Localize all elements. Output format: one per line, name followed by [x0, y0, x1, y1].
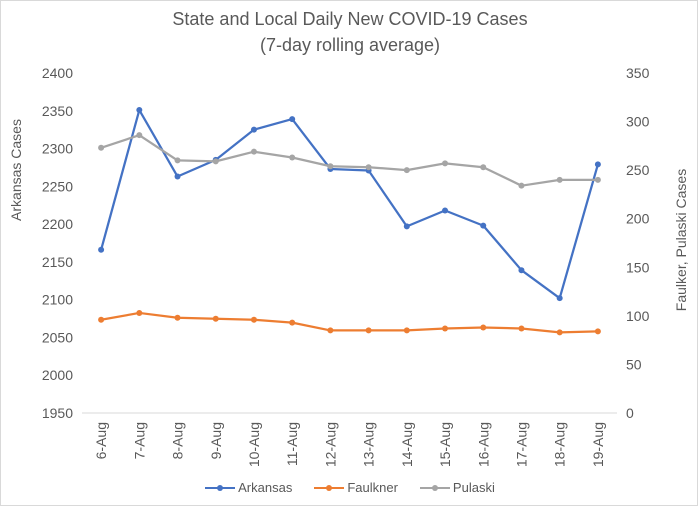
arkansas-point [98, 246, 105, 253]
pulaski-point [250, 148, 257, 155]
faulkner-point [250, 316, 257, 323]
y-tick-label: 2000 [42, 367, 73, 383]
faulkner-point [98, 316, 105, 323]
pulaski-point [594, 176, 601, 183]
legend-item-pulaski: Pulaski [419, 480, 495, 495]
faulkner-point [174, 314, 181, 321]
faulkner-point [480, 324, 487, 331]
x-tick-label: 6-Aug [93, 422, 109, 459]
chart-axes: 1950200020502100215022002250230023502400… [42, 65, 650, 467]
arkansas-point [250, 126, 257, 133]
chart-legend: Arkansas Faulkner Pulaski [0, 480, 700, 495]
x-tick-label: 15-Aug [437, 422, 453, 467]
y-axis-title: Arkansas Cases [8, 119, 24, 221]
y-tick-label: 2100 [42, 292, 73, 308]
legend-label: Faulkner [347, 480, 398, 495]
y2-axis-title: Faulker, Pulaski Cases [673, 169, 689, 311]
legend-item-faulkner: Faulkner [314, 480, 398, 495]
y2-tick-label: 250 [626, 162, 650, 178]
x-tick-label: 7-Aug [131, 422, 147, 459]
x-tick-label: 10-Aug [246, 422, 262, 467]
pulaski-point [480, 164, 487, 171]
arkansas-line [100, 108, 599, 300]
chart-title: State and Local Daily New COVID-19 Cases [172, 9, 528, 29]
y2-tick-label: 350 [626, 65, 650, 81]
pulaski-point [212, 158, 219, 165]
y-tick-label: 2200 [42, 216, 73, 232]
y2-tick-label: 0 [626, 405, 634, 421]
chart-subtitle: (7-day rolling average) [259, 35, 441, 55]
legend-swatch-icon [314, 483, 345, 493]
y2-tick-label: 50 [626, 356, 642, 372]
faulkner-line [100, 311, 598, 334]
y-tick-label: 1950 [42, 405, 73, 421]
faulkner-point [403, 327, 410, 334]
y-tick-label: 2300 [42, 141, 73, 157]
y2-tick-label: 300 [626, 114, 650, 130]
arkansas-point [518, 267, 525, 274]
arkansas-point [480, 222, 487, 229]
series-layer [98, 107, 601, 336]
pulaski-line [100, 134, 598, 187]
faulkner-point [556, 329, 563, 336]
x-tick-label: 16-Aug [475, 422, 491, 467]
pulaski-point [442, 160, 449, 167]
faulkner-point [365, 327, 372, 334]
x-tick-label: 14-Aug [399, 422, 415, 467]
y-tick-label: 2400 [42, 65, 73, 81]
faulkner-point [327, 327, 334, 334]
faulkner-point [136, 309, 143, 316]
x-tick-label: 19-Aug [590, 422, 606, 467]
y2-tick-label: 200 [626, 211, 650, 227]
x-tick-label: 9-Aug [208, 422, 224, 459]
faulkner-point [594, 328, 601, 335]
pulaski-point [327, 163, 334, 170]
arkansas-point [594, 161, 601, 168]
pulaski-point [136, 132, 143, 139]
pulaski-point [518, 182, 525, 189]
arkansas-point [136, 107, 143, 114]
arkansas-point [442, 207, 449, 214]
legend-label: Arkansas [238, 480, 293, 495]
pulaski-point [403, 167, 410, 174]
y-tick-label: 2050 [42, 329, 73, 345]
x-tick-label: 13-Aug [361, 422, 377, 467]
x-tick-label: 18-Aug [552, 422, 568, 467]
x-tick-label: 12-Aug [322, 422, 338, 467]
faulkner-point [212, 315, 219, 322]
series-faulkner [98, 309, 601, 336]
y2-tick-label: 100 [626, 308, 650, 324]
y2-tick-label: 150 [626, 259, 650, 275]
pulaski-point [98, 144, 105, 151]
x-tick-label: 11-Aug [284, 422, 300, 466]
faulkner-point [518, 325, 525, 332]
legend-item-arkansas: Arkansas [205, 480, 292, 495]
faulkner-point [442, 325, 449, 332]
pulaski-point [365, 164, 372, 171]
faulkner-point [289, 319, 296, 326]
y-tick-label: 2350 [42, 103, 73, 119]
pulaski-point [556, 176, 563, 183]
legend-swatch-icon [205, 483, 236, 493]
series-pulaski [98, 132, 601, 189]
arkansas-point [289, 116, 296, 123]
arkansas-point [556, 295, 563, 302]
pulaski-point [289, 154, 296, 161]
x-tick-label: 17-Aug [513, 422, 529, 467]
x-tick-label: 8-Aug [170, 422, 186, 459]
legend-swatch-icon [419, 483, 450, 493]
arkansas-point [174, 173, 181, 180]
pulaski-point [174, 157, 181, 164]
y-tick-label: 2150 [42, 254, 73, 270]
legend-label: Pulaski [452, 480, 495, 495]
y-tick-label: 2250 [42, 178, 73, 194]
arkansas-point [403, 223, 410, 230]
series-arkansas [98, 107, 601, 302]
